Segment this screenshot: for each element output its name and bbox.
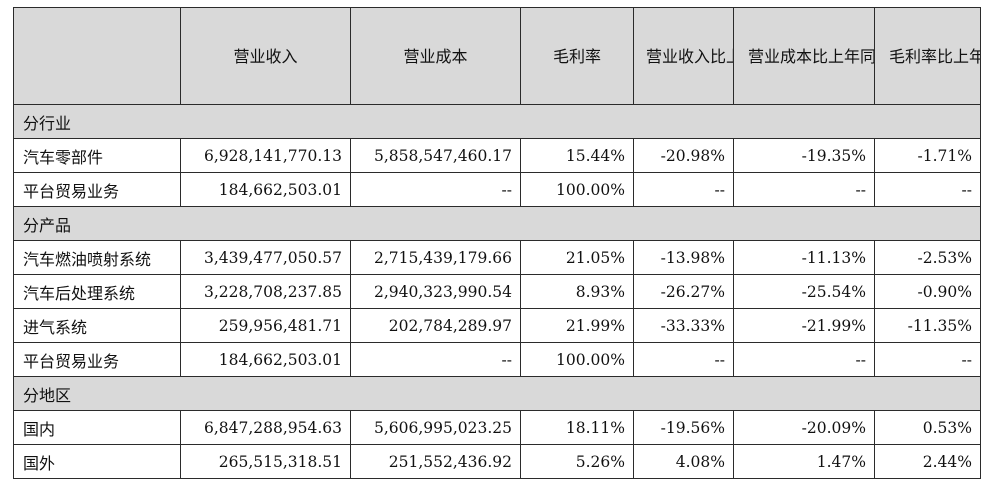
section-title: 分行业 <box>13 104 981 139</box>
revenue-change-cell: -19.56% <box>633 410 734 445</box>
cost-change-cell: -25.54% <box>733 274 875 309</box>
cost-change-cell: -11.13% <box>733 240 875 275</box>
gross-margin-cell: 100.00% <box>520 342 634 377</box>
cost-cell: 2,940,323,990.54 <box>350 274 521 309</box>
header-cost-change: 营业成本比上年同期增减 <box>733 7 875 105</box>
row-label: 汽车燃油喷射系统 <box>13 240 181 275</box>
margin-change-cell: 0.53% <box>874 410 981 445</box>
row-label: 国内 <box>13 410 181 445</box>
margin-change-cell: -11.35% <box>874 308 981 343</box>
margin-change-cell: -0.90% <box>874 274 981 309</box>
table-row: 平台贸易业务 184,662,503.01 -- 100.00% -- -- -… <box>13 342 981 377</box>
gross-margin-cell: 21.99% <box>520 308 634 343</box>
section-title: 分产品 <box>13 206 981 241</box>
header-row: 营业收入 营业成本 毛利率 营业收入比上年同期增减 营业成本比上年同期增减 毛利… <box>13 7 981 105</box>
gross-margin-cell: 8.93% <box>520 274 634 309</box>
row-label: 进气系统 <box>13 308 181 343</box>
margin-change-cell: -- <box>874 172 981 207</box>
header-gross-margin: 毛利率 <box>520 7 634 105</box>
section-title: 分地区 <box>13 376 981 411</box>
header-blank <box>13 7 181 105</box>
cost-change-cell: -21.99% <box>733 308 875 343</box>
cost-cell: 251,552,436.92 <box>350 444 521 479</box>
gross-margin-cell: 15.44% <box>520 138 634 173</box>
revenue-cell: 265,515,318.51 <box>180 444 351 479</box>
row-label: 汽车零部件 <box>13 138 181 173</box>
cost-cell: -- <box>350 172 521 207</box>
margin-change-cell: 2.44% <box>874 444 981 479</box>
header-revenue-change: 营业收入比上年同期增减 <box>633 7 734 105</box>
cost-cell: 202,784,289.97 <box>350 308 521 343</box>
row-label: 国外 <box>13 444 181 479</box>
section-row-industry: 分行业 <box>13 104 981 139</box>
cost-cell: 2,715,439,179.66 <box>350 240 521 275</box>
revenue-cell: 3,228,708,237.85 <box>180 274 351 309</box>
revenue-change-cell: -26.27% <box>633 274 734 309</box>
revenue-cell: 6,928,141,770.13 <box>180 138 351 173</box>
table-row: 汽车后处理系统 3,228,708,237.85 2,940,323,990.5… <box>13 274 981 309</box>
table-row: 平台贸易业务 184,662,503.01 -- 100.00% -- -- -… <box>13 172 981 207</box>
cost-cell: 5,606,995,023.25 <box>350 410 521 445</box>
revenue-change-cell: -33.33% <box>633 308 734 343</box>
revenue-change-cell: -20.98% <box>633 138 734 173</box>
row-label: 平台贸易业务 <box>13 172 181 207</box>
cost-change-cell: 1.47% <box>733 444 875 479</box>
revenue-cell: 6,847,288,954.63 <box>180 410 351 445</box>
revenue-cell: 259,956,481.71 <box>180 308 351 343</box>
table-row: 国外 265,515,318.51 251,552,436.92 5.26% 4… <box>13 444 981 479</box>
row-label: 平台贸易业务 <box>13 342 181 377</box>
row-label: 汽车后处理系统 <box>13 274 181 309</box>
cost-change-cell: -19.35% <box>733 138 875 173</box>
revenue-change-cell: 4.08% <box>633 444 734 479</box>
revenue-change-cell: -- <box>633 172 734 207</box>
header-revenue: 营业收入 <box>180 7 351 105</box>
table-row: 汽车燃油喷射系统 3,439,477,050.57 2,715,439,179.… <box>13 240 981 275</box>
cost-change-cell: -- <box>733 172 875 207</box>
revenue-change-cell: -- <box>633 342 734 377</box>
margin-change-cell: -1.71% <box>874 138 981 173</box>
revenue-change-cell: -13.98% <box>633 240 734 275</box>
section-row-product: 分产品 <box>13 206 981 241</box>
table-row: 汽车零部件 6,928,141,770.13 5,858,547,460.17 … <box>13 138 981 173</box>
cost-cell: 5,858,547,460.17 <box>350 138 521 173</box>
cost-change-cell: -20.09% <box>733 410 875 445</box>
cost-change-cell: -- <box>733 342 875 377</box>
revenue-cell: 184,662,503.01 <box>180 342 351 377</box>
gross-margin-cell: 5.26% <box>520 444 634 479</box>
revenue-cell: 184,662,503.01 <box>180 172 351 207</box>
gross-margin-cell: 21.05% <box>520 240 634 275</box>
cost-cell: -- <box>350 342 521 377</box>
header-cost: 营业成本 <box>350 7 521 105</box>
gross-margin-cell: 100.00% <box>520 172 634 207</box>
section-row-region: 分地区 <box>13 376 981 411</box>
header-margin-change: 毛利率比上年同期增减 <box>874 7 981 105</box>
table-row: 进气系统 259,956,481.71 202,784,289.97 21.99… <box>13 308 981 343</box>
table-row: 国内 6,847,288,954.63 5,606,995,023.25 18.… <box>13 410 981 445</box>
financial-table: 营业收入 营业成本 毛利率 营业收入比上年同期增减 营业成本比上年同期增减 毛利… <box>13 7 981 479</box>
revenue-cell: 3,439,477,050.57 <box>180 240 351 275</box>
gross-margin-cell: 18.11% <box>520 410 634 445</box>
margin-change-cell: -- <box>874 342 981 377</box>
margin-change-cell: -2.53% <box>874 240 981 275</box>
